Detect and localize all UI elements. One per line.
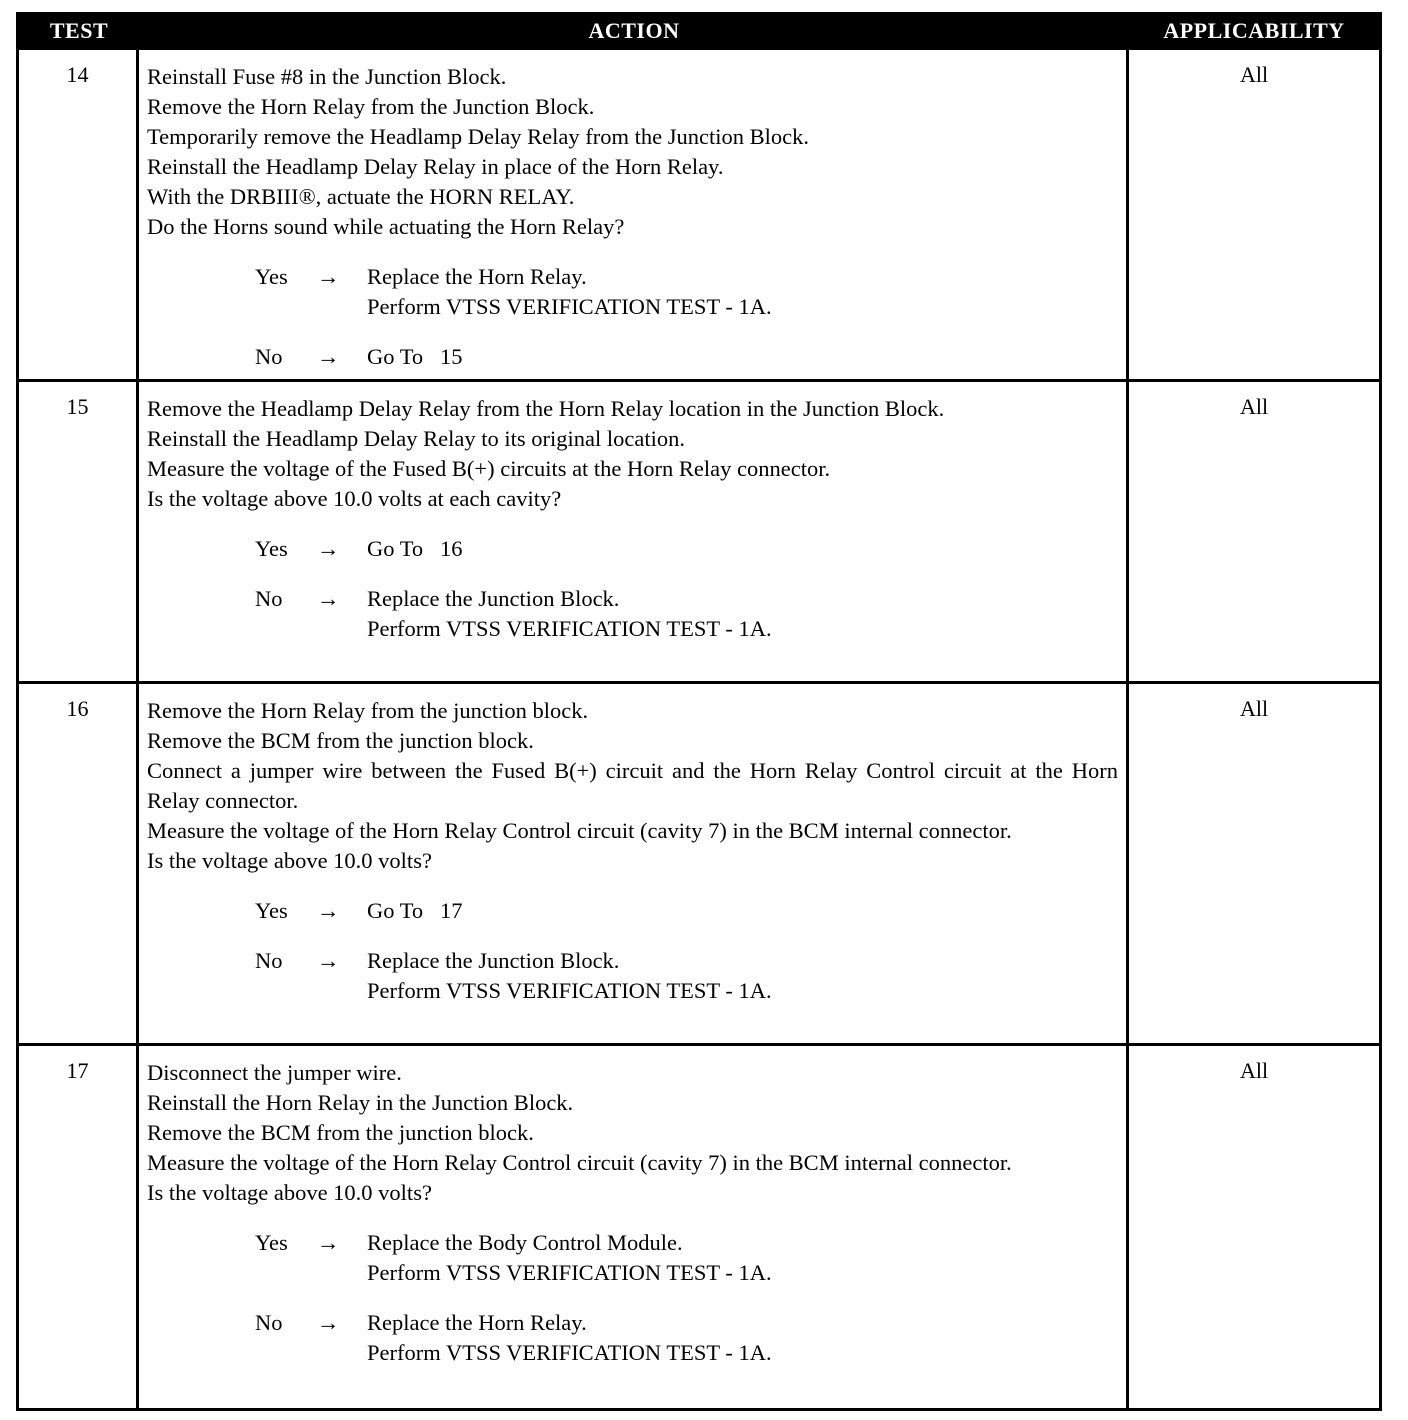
action-line: Is the voltage above 10.0 volts at each …	[147, 486, 562, 511]
action-line: Reinstall the Headlamp Delay Relay in pl…	[147, 154, 724, 179]
action-line: Remove the Horn Relay from the Junction …	[147, 94, 595, 119]
answer-label: Yes	[255, 898, 288, 923]
action-line: Is the voltage above 10.0 volts?	[147, 1180, 432, 1205]
action-line: Connect a jumper wire between the Fused …	[147, 758, 1118, 813]
outcome-yes: Yes → Go To 17	[147, 896, 1118, 926]
action-line: Measure the voltage of the Horn Relay Co…	[147, 818, 1012, 843]
table-row: 17 Disconnect the jumper wire. Reinstall t…	[19, 1046, 1379, 1408]
action-line: Disconnect the jumper wire.	[147, 1060, 402, 1085]
arrow-icon: →	[317, 264, 340, 289]
outcome-result: Replace the Junction Block. Perform VTSS …	[367, 584, 772, 644]
action-line: Remove the Horn Relay from the junction …	[147, 698, 589, 723]
table-row: 16 Remove the Horn Relay from the junctio…	[19, 684, 1379, 1046]
diagnostic-test-table: TEST ACTION APPLICABILITY 14 Reinstall Fu…	[16, 12, 1382, 1411]
answer-label: Yes	[255, 264, 288, 289]
outcome-no: No → Replace the Junction Block. Perform VT…	[147, 584, 1118, 644]
action-line: Remove the Headlamp Delay Relay from the…	[147, 396, 945, 421]
action-cell: Remove the Horn Relay from the junction …	[139, 684, 1129, 1043]
test-number: 14	[19, 50, 139, 379]
arrow-icon: →	[317, 344, 340, 369]
outcome-result: Replace the Junction Block. Perform VTSS …	[367, 946, 772, 1006]
answer-label: No	[255, 1310, 283, 1335]
outcome-yes: Yes → Replace the Body Control Module. Perf…	[147, 1228, 1118, 1288]
result-line: Perform VTSS VERIFICATION TEST - 1A.	[367, 1260, 772, 1285]
action-line: Remove the BCM from the junction block.	[147, 728, 534, 753]
arrow-icon: →	[317, 586, 340, 611]
result-line: Replace the Horn Relay.	[367, 264, 587, 289]
arrow-icon: →	[317, 1230, 340, 1255]
outcome-result: Replace the Body Control Module. Perform …	[367, 1228, 772, 1288]
action-line: Reinstall the Horn Relay in the Junction…	[147, 1090, 574, 1115]
outcome-no: No → Go To 15	[147, 342, 1118, 372]
action-line: With the DRBIII®, actuate the HORN RELAY…	[147, 184, 575, 209]
outcome-result: Replace the Horn Relay. Perform VTSS VERI…	[367, 262, 772, 322]
header-applicability: APPLICABILITY	[1163, 18, 1345, 43]
answer-label: No	[255, 586, 283, 611]
action-line: Temporarily remove the Headlamp Delay Re…	[147, 124, 809, 149]
answer-label: Yes	[255, 536, 288, 561]
result-line: Perform VTSS VERIFICATION TEST - 1A.	[367, 616, 772, 641]
arrow-icon: →	[317, 536, 340, 561]
action-cell: Remove the Headlamp Delay Relay from the…	[139, 382, 1129, 681]
test-number: 16	[19, 684, 139, 1043]
header-test: TEST	[49, 18, 109, 43]
outcome-result: Go To 16	[367, 534, 463, 564]
result-line: Go To 15	[367, 344, 463, 369]
answer-label: No	[255, 344, 283, 369]
action-line: Reinstall the Headlamp Delay Relay to it…	[147, 426, 685, 451]
answer-label: No	[255, 948, 283, 973]
result-line: Replace the Junction Block.	[367, 948, 620, 973]
test-number: 17	[19, 1046, 139, 1408]
arrow-icon: →	[317, 1310, 340, 1335]
outcome-no: No → Replace the Horn Relay. Perform VTSS V…	[147, 1308, 1118, 1368]
table-row: 15 Remove the Headlamp Delay Relay from t…	[19, 382, 1379, 684]
action-line: Measure the voltage of the Horn Relay Co…	[147, 1150, 1012, 1175]
test-number: 15	[19, 382, 139, 681]
outcome-result: Go To 15	[367, 342, 463, 372]
action-cell: Reinstall Fuse #8 in the Junction Block.…	[139, 50, 1129, 379]
outcome-result: Go To 17	[367, 896, 463, 926]
action-line: Reinstall Fuse #8 in the Junction Block.	[147, 64, 507, 89]
applicability: All	[1239, 1058, 1269, 1083]
arrow-icon: →	[317, 898, 340, 923]
arrow-icon: →	[317, 948, 340, 973]
outcome-yes: Yes → Replace the Horn Relay. Perform VTSS …	[147, 262, 1118, 322]
action-line: Do the Horns sound while actuating the H…	[147, 214, 625, 239]
outcome-no: No → Replace the Junction Block. Perform VT…	[147, 946, 1118, 1006]
result-line: Perform VTSS VERIFICATION TEST - 1A.	[367, 294, 772, 319]
result-line: Replace the Junction Block.	[367, 586, 620, 611]
outcome-result: Replace the Horn Relay. Perform VTSS VERI…	[367, 1308, 772, 1368]
header-action: ACTION	[588, 18, 680, 43]
table-header: TEST ACTION APPLICABILITY	[19, 12, 1379, 50]
applicability: All	[1239, 696, 1269, 721]
answer-label: Yes	[255, 1230, 288, 1255]
result-line: Go To 16	[367, 536, 463, 561]
result-line: Perform VTSS VERIFICATION TEST - 1A.	[367, 978, 772, 1003]
table-body: 14 Reinstall Fuse #8 in the Junction Bloc…	[19, 50, 1379, 1408]
action-cell: Disconnect the jumper wire. Reinstall the…	[139, 1046, 1129, 1408]
result-line: Replace the Body Control Module.	[367, 1230, 683, 1255]
result-line: Go To 17	[367, 898, 463, 923]
action-line: Measure the voltage of the Fused B(+) ci…	[147, 456, 831, 481]
applicability: All	[1239, 62, 1269, 87]
table-row: 14 Reinstall Fuse #8 in the Junction Bloc…	[19, 50, 1379, 382]
result-line: Perform VTSS VERIFICATION TEST - 1A.	[367, 1340, 772, 1365]
result-line: Replace the Horn Relay.	[367, 1310, 587, 1335]
applicability: All	[1239, 394, 1269, 419]
action-line: Is the voltage above 10.0 volts?	[147, 848, 432, 873]
outcome-yes: Yes → Go To 16	[147, 534, 1118, 564]
action-line: Remove the BCM from the junction block.	[147, 1120, 534, 1145]
